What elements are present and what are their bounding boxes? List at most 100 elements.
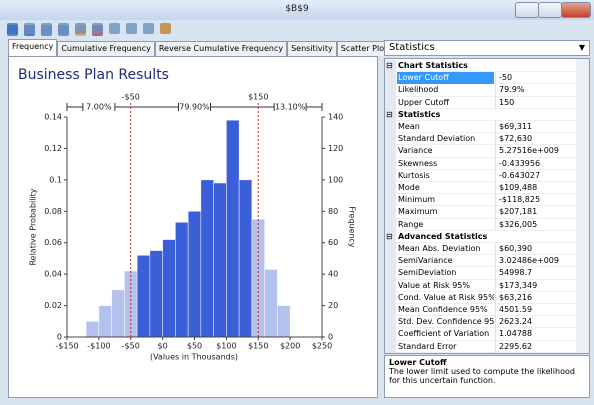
tab[interactable]: Cumulative Frequency	[57, 41, 155, 56]
gutter	[385, 304, 396, 317]
stat-label: Std. Dev. Confidence 95%	[398, 317, 494, 327]
bar	[111, 289, 125, 338]
stat-row[interactable]: Minimum -$118,825	[385, 194, 577, 207]
gutter	[385, 84, 396, 97]
toolbar-button[interactable]	[109, 23, 120, 34]
gutter	[385, 72, 396, 85]
stat-row[interactable]: Lower Cutoff -50	[385, 72, 577, 85]
close-button[interactable]	[561, 2, 591, 18]
stat-row[interactable]: Maximum $207,181	[385, 206, 577, 219]
toolbar-button[interactable]	[92, 23, 103, 34]
stat-row[interactable]: Value at Risk 95% $173,349	[385, 279, 577, 292]
y2-tick-label: 80	[328, 207, 338, 216]
bar	[187, 211, 202, 338]
tab[interactable]: Sensitivity	[287, 41, 337, 56]
gutter	[385, 157, 396, 170]
y2-axis-title: Frequency	[348, 206, 357, 248]
gutter	[385, 121, 396, 134]
panel-header[interactable]: Statistics ▼	[384, 40, 590, 56]
bar	[85, 321, 100, 338]
description-box: Lower Cutoff The lower limit used to com…	[384, 355, 590, 398]
chart-title: Business Plan Results	[18, 67, 169, 83]
section-row[interactable]: ⊟ Statistics	[385, 108, 577, 121]
toolbar-button[interactable]	[41, 23, 52, 34]
toolbar-button[interactable]	[24, 23, 35, 34]
stat-row[interactable]: Coefficient of Variation 1.04788	[385, 328, 577, 341]
stat-row[interactable]: Mean Confidence 95% 4501.59	[385, 304, 577, 317]
y2-tick-label: 40	[328, 270, 338, 279]
stat-value: -$118,825	[495, 194, 577, 207]
stat-row[interactable]: Variance 5.27516e+009	[385, 145, 577, 158]
tab[interactable]: Reverse Cumulative Frequency	[154, 41, 288, 56]
stat-label: Likelihood	[398, 85, 439, 95]
scrollbar[interactable]	[576, 59, 589, 353]
stat-row[interactable]: Upper Cutoff 150	[385, 96, 577, 109]
toolbar-button[interactable]	[126, 23, 137, 34]
stat-label: Upper Cutoff	[398, 97, 449, 107]
gutter	[385, 230, 396, 243]
segment-label-bg	[178, 102, 211, 112]
gutter	[385, 218, 396, 231]
stat-label: Mean Confidence 95%	[398, 305, 488, 314]
y2-tick-label: 120	[328, 144, 343, 153]
stat-value: 4501.59	[495, 304, 577, 316]
maximize-button[interactable]	[538, 2, 562, 18]
toolbar-button[interactable]	[7, 23, 18, 34]
toolbar-button[interactable]	[75, 23, 86, 34]
bar	[213, 182, 227, 338]
y2-tick-label: 20	[328, 301, 338, 310]
y-tick-label: 0.12	[44, 144, 62, 153]
stat-value: 5.27516e+009	[495, 145, 577, 158]
stat-row[interactable]: Kurtosis -0.643027	[385, 169, 577, 182]
stat-row[interactable]: Likelihood 79.9%	[385, 84, 577, 97]
toolbar-button[interactable]	[160, 23, 171, 34]
stat-value: 3.02486e+009	[495, 255, 577, 268]
gutter	[385, 133, 396, 146]
section-title: Chart Statistics	[398, 61, 468, 70]
stat-label: Mode	[398, 183, 420, 192]
stat-row[interactable]: Std. Dev. Confidence 95% 2623.24	[385, 316, 577, 329]
stat-label: Value at Risk 95%	[398, 280, 470, 290]
bar	[277, 305, 291, 338]
tab[interactable]: Frequency	[8, 39, 58, 56]
y-tick-label: 0.02	[44, 301, 62, 310]
stat-row[interactable]: SemiDeviation 54998.7	[385, 267, 577, 280]
bar	[175, 222, 189, 338]
stat-row[interactable]: SemiVariance 3.02486e+009	[385, 255, 577, 268]
gutter	[385, 279, 396, 292]
segment-label-bg	[274, 102, 307, 112]
y2-tick-label: 0	[328, 333, 333, 342]
stat-row[interactable]: Cond. Value at Risk 95% $63,216	[385, 291, 577, 304]
y-axis-title: Relative Probability	[29, 188, 38, 265]
toolbar-button[interactable]	[143, 23, 154, 34]
toolbar-button[interactable]	[58, 23, 69, 34]
stat-row[interactable]: Mean $69,311	[385, 121, 577, 134]
stat-row[interactable]: Skewness -0.433956	[385, 157, 577, 170]
gutter	[385, 243, 396, 256]
stat-value: 54998.7	[495, 267, 577, 280]
stat-row[interactable]: Range $326,005	[385, 218, 577, 231]
stat-value: $207,181	[495, 206, 577, 219]
stat-row[interactable]: Mode $109,488	[385, 182, 577, 195]
minimize-button[interactable]	[515, 2, 539, 18]
gutter	[385, 145, 396, 158]
stat-label: Standard Error	[398, 341, 457, 351]
stat-value: $326,005	[495, 218, 577, 231]
stat-label: Lower Cutoff	[397, 72, 494, 85]
gutter	[385, 340, 396, 353]
y-tick-label: 0.1	[49, 175, 62, 184]
stat-label: Skewness	[398, 158, 438, 168]
gutter	[385, 96, 396, 109]
stat-value: 2623.24	[495, 316, 577, 329]
gutter	[385, 182, 396, 195]
stat-label: Mean	[398, 122, 420, 131]
section-row[interactable]: ⊟ Advanced Statistics	[385, 230, 577, 243]
stat-row[interactable]: Mean Abs. Deviation $60,390	[385, 243, 577, 256]
stat-row[interactable]: Standard Error 2295.62	[385, 340, 577, 353]
x-tick-label: $0	[158, 342, 168, 351]
gutter	[385, 60, 396, 73]
stat-row[interactable]: Standard Deviation $72,630	[385, 133, 577, 146]
section-row[interactable]: ⊟ Chart Statistics	[385, 60, 577, 73]
segment-label: 79.90%	[179, 103, 210, 112]
